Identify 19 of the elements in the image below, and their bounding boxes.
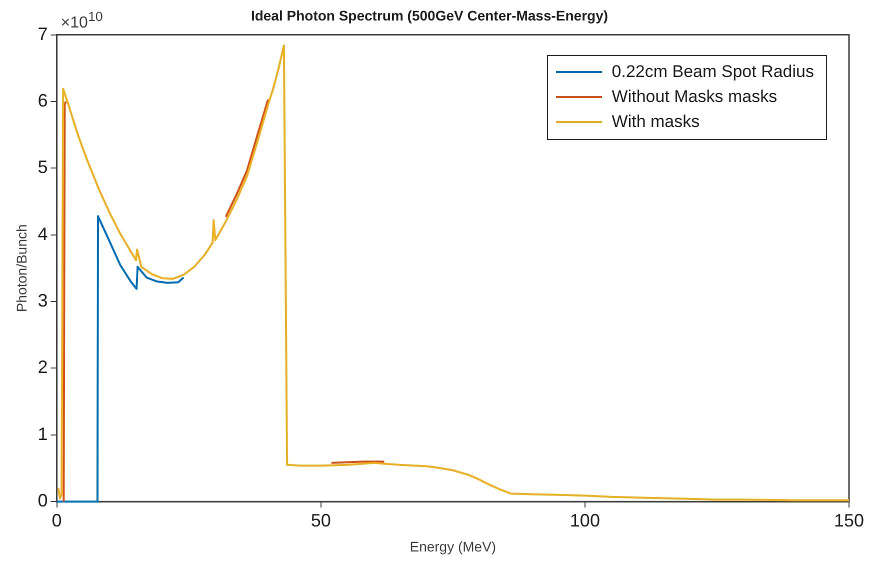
y-tick-label: 3 — [38, 290, 48, 311]
x-axis-title: Energy (MeV) — [410, 538, 496, 554]
y-tick-label: 5 — [38, 157, 48, 178]
y-tick-label: 2 — [38, 357, 48, 378]
x-tick-label: 50 — [310, 510, 331, 530]
y-axis-title: Photon/Bunch — [13, 224, 30, 312]
y-tick-label: 6 — [38, 90, 48, 110]
y-tick-label: 1 — [38, 424, 48, 444]
legend-label: 0.22cm Beam Spot Radius — [612, 62, 814, 82]
legend-label: With masks — [612, 112, 700, 132]
y-tick-label: 0 — [38, 490, 48, 511]
y-tick-label: 4 — [38, 224, 48, 244]
text: ×10$^{10}$ — [60, 8, 103, 32]
x-tick-label: 150 — [834, 510, 864, 530]
y-tick-label: 7 — [38, 24, 48, 44]
x-tick-label: 100 — [570, 510, 600, 530]
legend-label: Without Masks masks — [612, 87, 778, 108]
x-tick-label: 0 — [52, 510, 62, 530]
chart-title: Ideal Photon Spectrum (500GeV Center-Mass-Energy) — [250, 7, 608, 24]
